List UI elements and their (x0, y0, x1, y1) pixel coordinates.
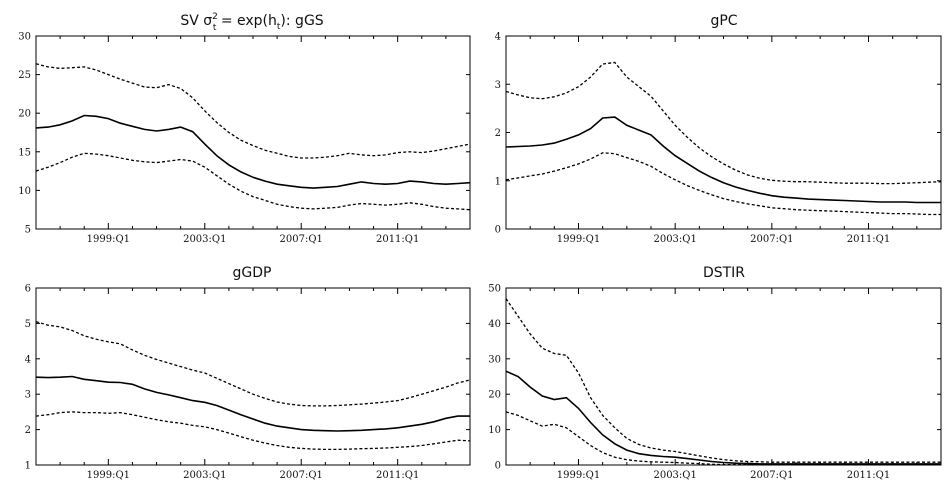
panel-dstir: DSTIR 0 10 20 30 40 50 1999:Q1 2003:Q1 2007:Q1 20… (488, 265, 942, 481)
ggdp-median-line (35, 375, 470, 432)
plot-area-dstir: 0 10 20 30 40 50 1999:Q1 2003:Q1 2007:Q1 2011:Q1 (488, 284, 942, 481)
ggs-median-line (35, 114, 471, 189)
y-tick-label: 30 (18, 32, 31, 43)
y-tick-label: 15 (18, 147, 31, 158)
gpc-median-line (505, 116, 941, 204)
x-tick-label: 2007:Q1 (750, 234, 793, 245)
ggs-lower-band-line (35, 152, 471, 211)
plot-frame (505, 287, 942, 466)
ggdp-lower-band-line (35, 411, 471, 451)
y-tick-label: 10 (488, 425, 501, 436)
ggdp-upper-band-line (35, 320, 471, 407)
x-tick-label: 2011:Q1 (847, 234, 890, 245)
y-tick-label: 1 (25, 461, 31, 472)
y-tick-label: 4 (495, 32, 501, 43)
ggs-upper-band-line (35, 63, 471, 159)
y-tick-label: 1 (495, 176, 501, 187)
y-tick-label: 20 (488, 390, 501, 401)
y-tick-label: 10 (18, 186, 31, 197)
plot-area-gpc: 0 1 2 3 4 1999:Q1 2003:Q1 2007:Q1 2011:Q1 (495, 32, 942, 245)
panel-title-dstir: DSTIR (703, 265, 745, 281)
y-tick-label: 0 (495, 225, 501, 236)
panel-ggs: SV σ2 t = exp(ht): gGS 5 10 15 20 25 30 1999:Q1… (18, 12, 471, 245)
x-tick-label: 1999:Q1 (87, 470, 130, 481)
x-tick-label: 2003:Q1 (653, 470, 696, 481)
plot-frame (35, 287, 471, 466)
y-tick-label: 30 (488, 354, 501, 365)
y-tick-label: 20 (18, 109, 31, 120)
dstir-upper-band-line (505, 298, 941, 463)
x-tick-label: 2007:Q1 (280, 470, 323, 481)
x-tick-label: 2011:Q1 (847, 470, 890, 481)
x-tick-label: 2003:Q1 (183, 234, 226, 245)
y-tick-label: 5 (25, 225, 31, 236)
panel-title-ggs: SV σ2 t = exp(ht): gGS (180, 12, 323, 33)
gpc-upper-band-line (505, 61, 942, 185)
y-tick-label: 6 (25, 284, 31, 295)
y-tick-label: 2 (495, 128, 501, 139)
x-tick-label: 1999:Q1 (557, 234, 600, 245)
y-tick-label: 5 (25, 319, 31, 330)
dstir-lower-band-line (505, 411, 941, 466)
x-tick-label: 2007:Q1 (750, 470, 793, 481)
x-tick-label: 1999:Q1 (557, 470, 600, 481)
y-tick-label: 3 (495, 80, 501, 91)
y-tick-label: 25 (18, 70, 31, 81)
y-tick-label: 40 (488, 319, 501, 330)
dstir-median-line (505, 370, 941, 465)
x-tick-label: 2011:Q1 (376, 234, 419, 245)
x-tick-label: 2007:Q1 (280, 234, 323, 245)
y-tick-label: 3 (25, 390, 31, 401)
x-tick-label: 1999:Q1 (87, 234, 130, 245)
x-tick-label: 2003:Q1 (653, 234, 696, 245)
y-tick-label: 4 (25, 354, 31, 365)
plot-area-ggs: 5 10 15 20 25 30 1999:Q1 2003:Q1 2007:Q1 2011:Q1 (18, 32, 471, 245)
panel-title-gpc: gPC (710, 13, 737, 29)
y-tick-label: 2 (25, 425, 31, 436)
gpc-lower-band-line (505, 152, 941, 216)
panel-ggdp: gGDP 1 2 3 4 5 6 1999:Q1 2003:Q1 2007:Q1 2011:Q1 (25, 265, 471, 481)
y-tick-label: 0 (495, 461, 501, 472)
plot-frame (35, 35, 471, 230)
plot-area-ggdp: 1 2 3 4 5 6 1999:Q1 2003:Q1 2007:Q1 2011:Q1 (25, 284, 471, 481)
y-tick-label: 50 (488, 284, 501, 295)
panel-title-ggdp: gGDP (233, 265, 272, 281)
panel-gpc: gPC 0 1 2 3 4 1999:Q1 2003:Q1 2007:Q1 2011:Q1 (495, 13, 942, 245)
x-tick-label: 2003:Q1 (183, 470, 226, 481)
plot-frame (505, 35, 942, 230)
x-tick-label: 2011:Q1 (376, 470, 419, 481)
